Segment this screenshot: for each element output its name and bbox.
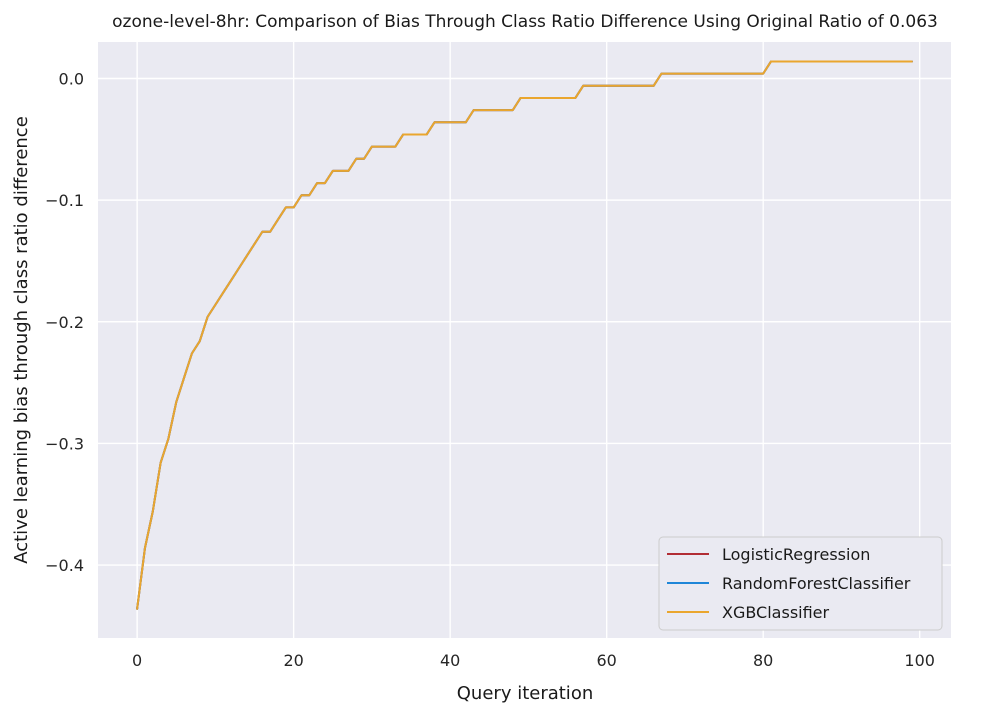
- x-axis-ticks: 0 20 40 60 80 100: [132, 651, 935, 670]
- y-tick-label: −0.2: [45, 313, 84, 332]
- y-tick-label: −0.3: [45, 434, 84, 453]
- x-tick-label: 40: [440, 651, 460, 670]
- legend-label-logisticregression: LogisticRegression: [722, 545, 870, 564]
- x-axis-label: Query iteration: [457, 683, 593, 704]
- x-tick-label: 80: [753, 651, 773, 670]
- y-axis-label: Active learning bias through class ratio…: [11, 116, 32, 564]
- legend-label-randomforestclassifier: RandomForestClassifier: [722, 574, 911, 593]
- chart-title: ozone-level-8hr: Comparison of Bias Thro…: [112, 12, 938, 32]
- x-tick-label: 20: [283, 651, 303, 670]
- series-line-xgbclassifier: [136, 60, 913, 610]
- x-tick-label: 100: [904, 651, 935, 670]
- x-tick-label: 60: [596, 651, 616, 670]
- legend-box: [658, 536, 943, 631]
- legend: LogisticRegression RandomForestClassifier…: [658, 536, 943, 631]
- y-tick-label: −0.4: [45, 556, 84, 575]
- legend-label-xgbclassifier: XGBClassifier: [722, 603, 830, 622]
- y-tick-label: 0.0: [59, 69, 84, 88]
- x-tick-label: 0: [132, 651, 142, 670]
- series-lines: [136, 60, 913, 610]
- y-tick-label: −0.1: [45, 191, 84, 210]
- y-axis-ticks: 0.0 −0.1 −0.2 −0.3 −0.4: [45, 69, 84, 575]
